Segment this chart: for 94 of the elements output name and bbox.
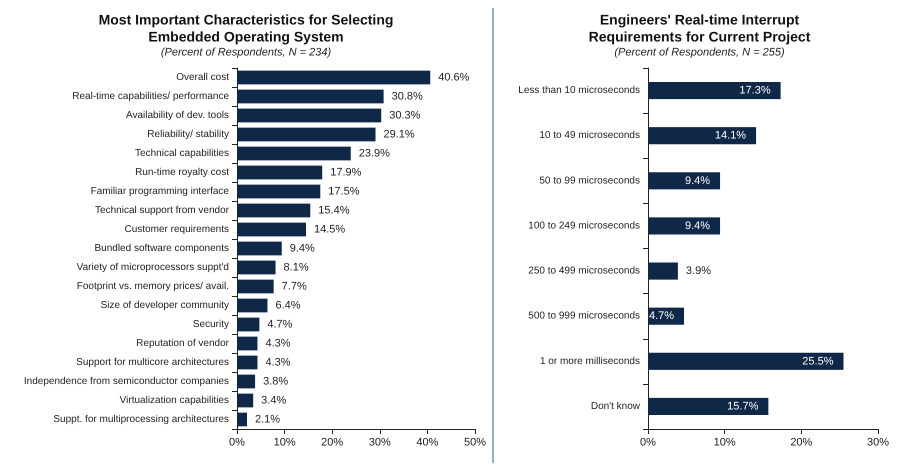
bar [237, 356, 258, 370]
bar [648, 127, 756, 144]
y-tick-label: Overall cost [176, 72, 230, 83]
bar [648, 217, 720, 235]
data-label: 3.4% [261, 394, 286, 406]
bar [237, 412, 247, 426]
x-tick-label: 20% [790, 436, 813, 448]
y-tick-label: Technical capabilities [135, 148, 229, 159]
data-label: 6.4% [275, 300, 301, 312]
bar [648, 262, 678, 280]
bar [237, 222, 306, 236]
x-tick-label: 0% [229, 436, 246, 448]
bar [648, 398, 768, 416]
data-label: 40.6% [438, 72, 470, 84]
y-tick-label: Less than 10 microseconds [518, 85, 640, 96]
x-tick-label: 20% [321, 436, 344, 448]
y-tick-label: 50 to 99 microseconds [539, 175, 640, 186]
y-tick-label: Familiar programming interface [90, 186, 230, 197]
data-label: 15.4% [318, 204, 350, 216]
data-label: 9.4% [290, 242, 316, 254]
data-label: 3.9% [686, 265, 712, 278]
bar [237, 280, 274, 294]
y-tick-label: Footprint vs. memory prices/ avail. [76, 281, 229, 292]
bar [237, 90, 384, 104]
x-tick-label: 30% [866, 436, 890, 448]
data-label: 30.3% [389, 110, 421, 122]
data-label: 2.1% [254, 414, 280, 426]
y-tick-label: Availability of dev. tools [126, 110, 229, 121]
data-label: 4.7% [648, 310, 674, 322]
bar [237, 298, 268, 312]
bar [237, 70, 430, 84]
data-label: 4.3% [265, 338, 291, 350]
x-tick-label: 50% [464, 436, 486, 448]
bar [237, 394, 254, 408]
y-tick-label: 100 to 249 microseconds [528, 220, 640, 232]
y-tick-label: Real-time capabilities/ performance [72, 91, 230, 102]
y-tick-label: 1 or more milliseconds [540, 356, 640, 367]
data-label: 17.9% [330, 166, 362, 178]
y-tick-label: 250 to 499 microseconds [528, 266, 640, 277]
chart-title: Engineers' Real-time Interrupt Requirements for Current Project [588, 12, 811, 44]
chart-title: Most Important Characteristics for Selecting Embedded Operating System [98, 12, 394, 44]
bar [237, 318, 260, 332]
y-tick-label: Run-time royalty cost [135, 167, 230, 178]
bar [237, 204, 310, 218]
data-label: 9.4% [684, 174, 710, 187]
y-tick-label: Suppt. for multiprocessing architectures [53, 414, 229, 425]
x-tick-label: 10% [714, 436, 736, 448]
bar [648, 172, 720, 190]
y-tick-label: Don't know [590, 400, 641, 412]
y-tick-label: 500 to 999 microseconds [528, 310, 640, 322]
data-label: 25.5% [802, 355, 834, 368]
data-label: 8.1% [284, 262, 309, 274]
y-tick-label: Customer requirements [124, 224, 229, 235]
data-label: 14.5% [314, 224, 346, 236]
y-tick-label: Virtualization capabilities [120, 395, 229, 406]
x-tick-label: 10% [274, 436, 296, 448]
bar [237, 374, 256, 388]
data-label: 3.8% [263, 376, 288, 388]
bar [237, 146, 351, 160]
data-label: 4.3% [265, 356, 291, 368]
chart-subtitle: (Percent of Respondents, N = 234) [160, 46, 332, 58]
y-tick-label: Independence from semiconductor companies [24, 376, 229, 387]
y-tick-label: Reliability/ stability [147, 129, 229, 140]
y-tick-label: Variety of microprocessors suppt'd [76, 262, 229, 273]
bar [237, 166, 322, 180]
x-tick-label: 30% [368, 436, 392, 448]
y-tick-label: 10 to 49 microseconds [539, 130, 640, 142]
data-label: 29.1% [384, 128, 415, 140]
data-label: 4.7% [267, 318, 293, 330]
data-label: 23.9% [358, 148, 390, 160]
data-label: 17.5% [328, 186, 360, 198]
data-label: 15.7% [727, 400, 759, 412]
y-tick-label: Reputation of vendor [136, 338, 230, 349]
y-tick-label: Technical support from vendor [95, 205, 230, 216]
bar [237, 128, 376, 142]
bar [648, 352, 844, 370]
y-tick-label: Security [192, 319, 229, 330]
data-label: 30.8% [392, 90, 424, 102]
data-label: 14.1% [714, 130, 746, 142]
y-tick-label: Size of developer community [100, 300, 229, 311]
x-tick-label: 40% [416, 436, 439, 448]
bar [648, 82, 781, 100]
chart-subtitle: (Percent of Respondents, N = 255) [614, 46, 785, 58]
bar [237, 260, 276, 274]
bar [237, 108, 382, 122]
y-tick-label: Bundled software components [94, 243, 229, 254]
data-label: 17.3% [739, 84, 771, 97]
bar [237, 336, 258, 350]
data-label: 7.7% [282, 280, 307, 292]
bar [237, 184, 320, 198]
bar [237, 242, 282, 256]
data-label: 9.4% [684, 220, 710, 232]
x-tick-label: 0% [640, 436, 656, 448]
y-tick-label: Support for multicore architectures [76, 357, 229, 368]
